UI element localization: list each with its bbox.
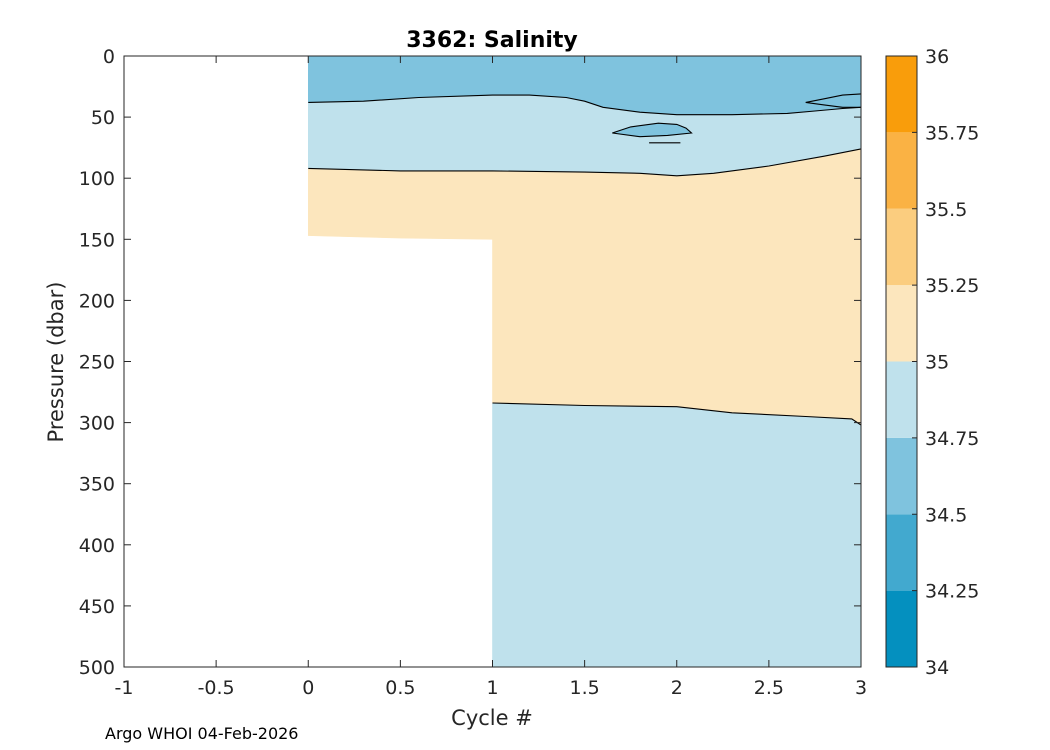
y-axis-label: Pressure (dbar) <box>44 282 68 443</box>
y-tick-label: 200 <box>79 290 115 312</box>
y-tick-label: 0 <box>103 46 115 68</box>
x-tick-label: -1 <box>115 677 134 699</box>
colorbar-band <box>886 56 917 133</box>
axes: -1 -0.5 0 0.5 1 1.5 2 2.5 3 0 50 100 150 200 250 300 350… <box>79 46 867 699</box>
contour-fill-deep-fresh-layer <box>492 402 862 668</box>
x-tick-label: 0.5 <box>385 677 415 699</box>
x-tick-label: 2.5 <box>754 677 784 699</box>
colorbar-band <box>886 361 917 438</box>
y-tick-label: 400 <box>79 535 115 557</box>
plot-area <box>124 55 862 668</box>
colorbar-tick-label: 35.5 <box>925 199 967 221</box>
x-tick-label: 0 <box>302 677 314 699</box>
contour-line-34.75-surface <box>308 94 862 116</box>
x-tick-label: -0.5 <box>198 677 235 699</box>
colorbar-band <box>886 132 917 209</box>
y-tick-label: 300 <box>79 413 115 435</box>
colorbar-tick-label: 36 <box>925 46 949 68</box>
y-tick-label: 50 <box>91 107 115 129</box>
footer-credit: Argo WHOI 04-Feb-2026 <box>105 724 299 743</box>
chart-title: 3362: Salinity <box>406 28 578 53</box>
y-tick-label: 250 <box>79 352 115 374</box>
contour-line-34.75-patch <box>612 122 693 138</box>
contour-line-34.75-tongue <box>805 93 862 108</box>
x-axis-label: Cycle # <box>451 706 533 730</box>
colorbar-tick-label: 35 <box>925 352 949 374</box>
y-tick-label: 100 <box>79 168 115 190</box>
y-tick-label: 500 <box>79 657 115 679</box>
x-tick-label: 1.5 <box>570 677 600 699</box>
colorbar-band <box>886 590 917 667</box>
y-tick-label: 350 <box>79 474 115 496</box>
colorbar: 34 34.25 34.5 34.75 35 35.25 35.5 35.75 36 <box>885 46 979 679</box>
y-tick-label: 450 <box>79 596 115 618</box>
colorbar-tick-label: 34.75 <box>925 428 979 450</box>
contour-line-35-deep <box>492 402 862 426</box>
colorbar-tick-label: 35.25 <box>925 275 979 297</box>
colorbar-tick-label: 35.75 <box>925 122 979 144</box>
contour-line-35-upper <box>308 148 862 177</box>
colorbar-band <box>886 437 917 515</box>
colorbar-tick-label: 34 <box>925 657 949 679</box>
colorbar-band <box>886 208 917 286</box>
colorbar-tick-label: 34.5 <box>925 504 967 526</box>
x-tick-label: 1 <box>486 677 498 699</box>
colorbar-band <box>886 514 917 591</box>
y-tick-label: 150 <box>79 229 115 251</box>
colorbar-tick-label: 34.25 <box>925 581 979 603</box>
x-tick-label: 2 <box>671 677 683 699</box>
x-tick-label: 3 <box>855 677 867 699</box>
colorbar-band <box>886 285 917 362</box>
